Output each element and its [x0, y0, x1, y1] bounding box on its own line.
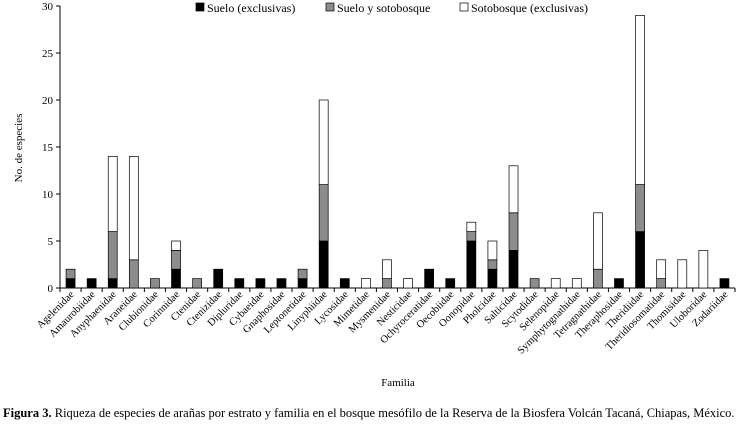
x-axis-title: Familia [381, 377, 415, 389]
bar-segment-2 [656, 278, 667, 289]
legend-swatch-1 [195, 2, 205, 12]
chart-svg: 0 5 10 15 20 25 30 AgelenidaeAmaurobiidaeAnyph… [13, 1, 736, 389]
bar-segment-2 [487, 259, 498, 270]
bar-segment-3 [171, 240, 181, 251]
bar-segment-3 [571, 278, 582, 289]
legend-label-3: Sotobosque (exclusivas) [471, 1, 588, 15]
bar-segment-1 [614, 278, 624, 289]
bar-segment-2 [635, 184, 645, 232]
bar-segment-3 [361, 278, 371, 289]
y-tick-label: 10 [42, 189, 54, 201]
x-axis-labels: AgelenidaeAmaurobiidaeAnyphaenidaeAranei… [35, 289, 731, 356]
bar-segment-2 [297, 268, 308, 279]
bar-segment-3 [107, 156, 118, 232]
bar-segment-1 [65, 278, 76, 289]
bar-segment-1 [508, 250, 519, 289]
bar-segment-3 [656, 259, 667, 279]
legend-label-1: Suelo (exclusivas) [207, 1, 295, 15]
bar-segment-3 [677, 259, 688, 289]
bars [65, 15, 730, 289]
legend: Suelo (exclusivas) Suelo y sotobosque Soto… [195, 1, 588, 15]
bar-segment-2 [382, 278, 392, 289]
bar-segment-2 [65, 268, 76, 279]
bar-segment-1 [86, 278, 97, 289]
bar-segment-3 [318, 99, 329, 185]
y-tick-label: 5 [48, 236, 54, 248]
caption-label: Figura 3. [3, 406, 52, 420]
bar-segment-2 [466, 231, 477, 242]
bar-segment-2 [508, 212, 519, 251]
legend-swatch-2 [325, 2, 335, 12]
bar-segment-3 [382, 259, 392, 279]
y-axis: 0 5 10 15 20 25 30 [42, 1, 736, 295]
bar-segment-2 [529, 278, 540, 289]
bar-segment-3 [508, 165, 519, 214]
bar-segment-1 [213, 268, 224, 289]
y-tick-label: 20 [42, 95, 54, 107]
y-tick-label: 30 [42, 1, 54, 13]
bar-segment-2 [593, 268, 603, 289]
bar-segment-3 [128, 156, 139, 261]
bar-segment-3 [487, 240, 498, 261]
figure-caption: Figura 3. Riqueza de especies de arañas … [3, 405, 736, 421]
y-tick-label: 15 [42, 142, 54, 154]
bar-segment-2 [128, 259, 139, 289]
bar-segment-1 [107, 278, 118, 289]
bar-segment-1 [719, 278, 730, 289]
bar-segment-1 [424, 268, 434, 289]
bar-segment-2 [318, 184, 329, 242]
bar-segment-1 [276, 278, 287, 289]
bar-segment-1 [466, 240, 477, 289]
chart: 0 5 10 15 20 25 30 Agelenidae Amaurobiidae Anyph… [13, 1, 736, 389]
legend-swatch-3 [459, 2, 469, 12]
y-axis-title: No. de especies [13, 114, 25, 183]
bar-segment-1 [487, 268, 498, 289]
y-tick-label: 0 [48, 283, 54, 295]
bar-segment-1 [255, 278, 266, 289]
bar-segment-3 [550, 278, 561, 289]
bar-segment-3 [466, 221, 477, 232]
bar-segment-1 [171, 268, 181, 289]
bar-segment-2 [171, 250, 181, 270]
bar-segment-3 [593, 212, 603, 270]
y-tick-label: 25 [42, 48, 54, 60]
bar-segment-1 [318, 240, 329, 289]
bar-segment-1 [635, 231, 645, 289]
bar-segment-3 [635, 15, 645, 185]
legend-label-2: Suelo y sotobosque [337, 1, 430, 15]
bar-segment-2 [150, 278, 160, 289]
bar-segment-1 [234, 278, 245, 289]
bar-segment-1 [445, 278, 456, 289]
bar-segment-3 [403, 278, 413, 289]
caption-text: Riqueza de especies de arañas por estrat… [51, 406, 735, 420]
bar-segment-1 [339, 278, 350, 289]
bar-segment-2 [192, 278, 202, 289]
bar-segment-2 [107, 231, 118, 279]
bar-segment-3 [698, 250, 709, 289]
bar-segment-1 [297, 278, 308, 289]
